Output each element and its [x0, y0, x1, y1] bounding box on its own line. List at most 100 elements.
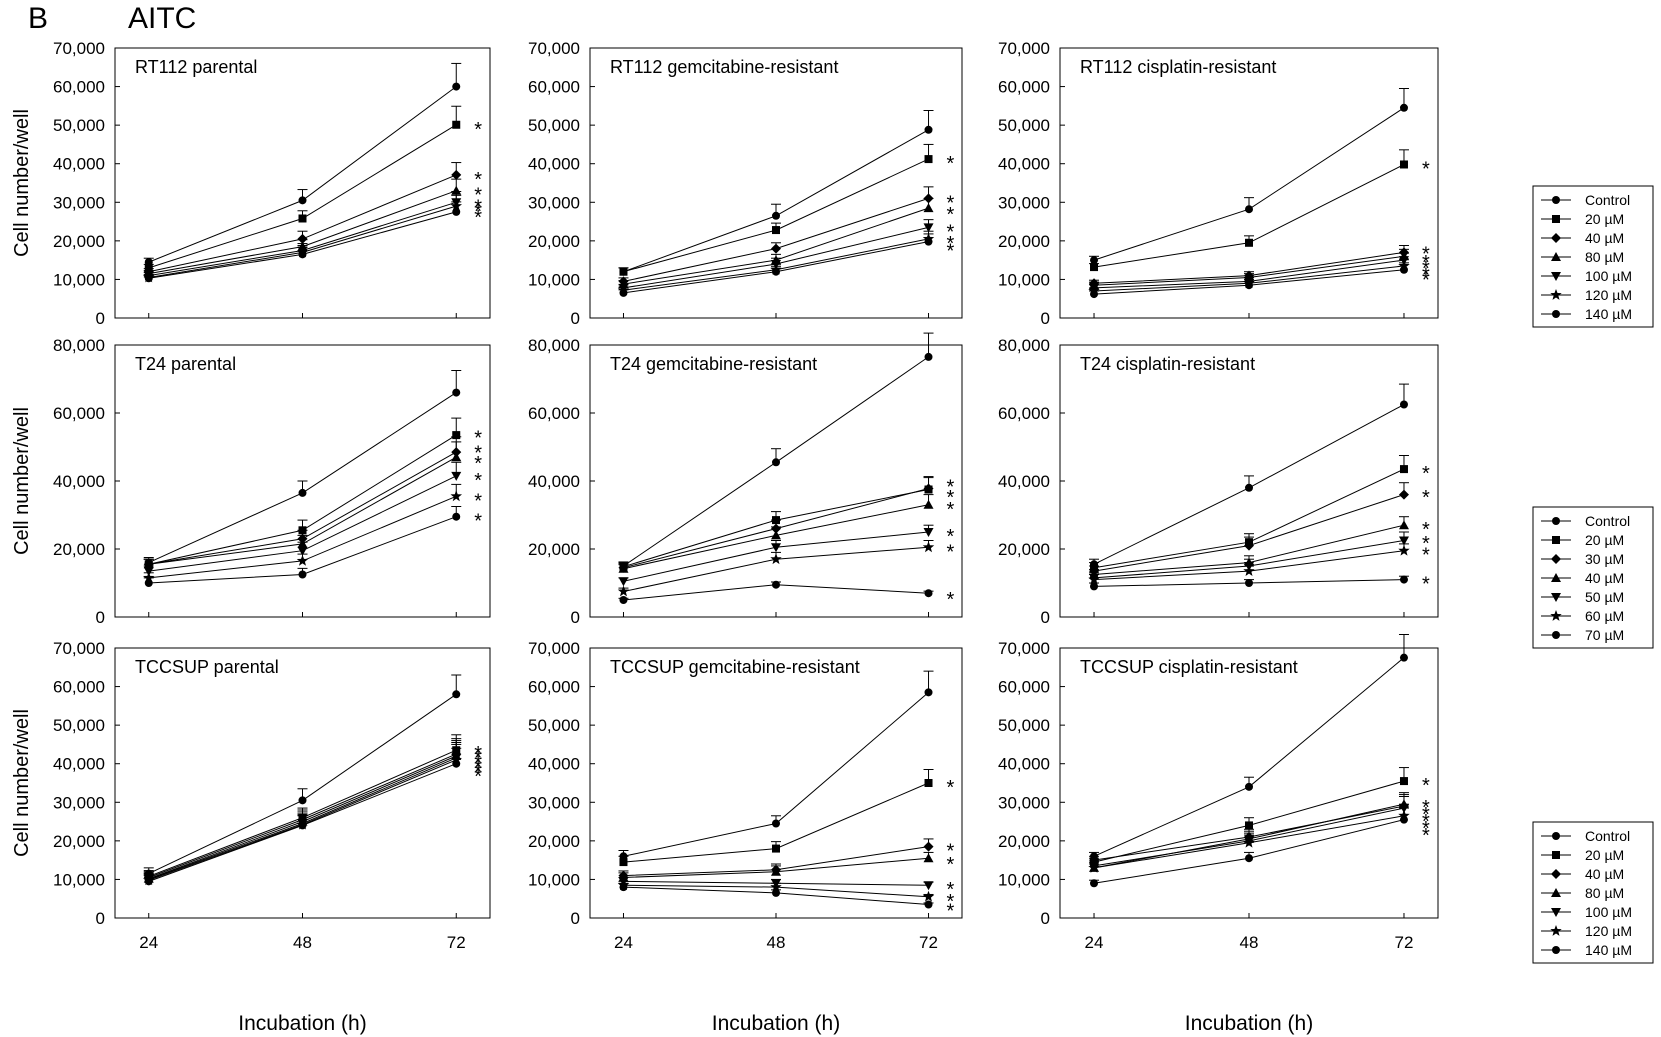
significance-mark: *: [947, 153, 955, 175]
significance-mark: *: [1422, 797, 1430, 819]
y-tick-label: 60,000: [528, 78, 580, 97]
data-point: [1088, 573, 1100, 585]
legend-marker: [1552, 536, 1560, 544]
legend-marker: [1551, 593, 1561, 602]
legend-entry: 70 µM: [1541, 627, 1624, 643]
significance-mark: *: [474, 196, 482, 218]
y-tick-label: 70,000: [528, 39, 580, 58]
data-point: [451, 452, 462, 462]
y-tick-label: 50,000: [53, 716, 105, 735]
series-2: [143, 738, 462, 883]
legend-label: 140 µM: [1585, 942, 1632, 958]
data-point: [452, 207, 461, 216]
y-tick-label: 0: [96, 909, 105, 928]
y-tick-label: 20,000: [528, 540, 580, 559]
data-point: [619, 288, 628, 297]
legend-entry: 100 µM: [1541, 268, 1632, 284]
y-tick-label: 80,000: [528, 336, 580, 355]
legend-entry: 140 µM: [1541, 942, 1632, 958]
legend-entry: 50 µM: [1541, 589, 1624, 605]
x-tick-label: 72: [919, 933, 938, 952]
x-tick-label: 24: [614, 933, 633, 952]
series-1: [1089, 455, 1409, 572]
legend-entry: 120 µM: [1541, 923, 1632, 939]
plot-frame: [114, 47, 491, 319]
data-point: [771, 866, 781, 876]
significance-mark: *: [947, 241, 955, 263]
legend-entry: 140 µM: [1541, 306, 1632, 322]
data-point: [1244, 540, 1254, 551]
y-tick-label: 40,000: [53, 472, 105, 491]
y-tick-label: 20,000: [998, 232, 1050, 251]
legend-entry: Control: [1541, 828, 1630, 844]
series-6: [1089, 262, 1409, 299]
data-point: [1399, 400, 1408, 409]
significance-mark: *: [474, 752, 482, 774]
legend-marker: [1552, 851, 1560, 859]
significance-mark: *: [474, 119, 482, 141]
data-point: [772, 844, 780, 853]
data-point: [1245, 205, 1253, 214]
series-3: [618, 851, 934, 882]
legend-label: 120 µM: [1585, 923, 1632, 939]
significance-mark: *: [1422, 243, 1430, 265]
legend-1: Control 20 µM 30 µM 40 µM 50 µM 60 µM 70 µM: [1532, 506, 1654, 649]
series-1: [143, 734, 462, 881]
data-point: [1398, 489, 1409, 500]
data-point: [451, 471, 462, 481]
significance-mark: *: [474, 453, 482, 475]
data-point: [770, 553, 782, 565]
y-axis-label: Cell number/well: [11, 407, 33, 555]
data-point: [924, 125, 933, 134]
y-tick-label: 60,000: [998, 678, 1050, 697]
significance-mark: *: [947, 499, 955, 521]
data-point: [298, 196, 307, 205]
data-point: [450, 490, 462, 502]
significance-mark: *: [1422, 533, 1430, 555]
data-point: [923, 499, 934, 509]
significance-mark: *: [1422, 545, 1430, 567]
data-point: [772, 211, 780, 220]
significance-mark: *: [947, 854, 955, 876]
data-point: [1399, 777, 1408, 786]
data-point: [298, 796, 307, 805]
y-tick-label: 60,000: [528, 404, 580, 423]
legend-entry: 40 µM: [1541, 570, 1624, 586]
chart-7: 0 10,000 20,000 30,000 40,000 50,000 60,000 70,…: [528, 639, 963, 1035]
data-point: [922, 541, 935, 553]
significance-mark: *: [947, 487, 955, 509]
significance-mark: *: [947, 900, 955, 922]
data-point: [619, 858, 628, 867]
series-6: [143, 201, 462, 283]
legend-marker: [1550, 610, 1562, 621]
legend-entry: 100 µM: [1541, 904, 1632, 920]
data-point: [923, 841, 934, 852]
y-tick-label: 10,000: [53, 270, 105, 289]
data-point: [619, 596, 628, 604]
chart-0: 0 10,000 20,000 30,000 40,000 50,000 60,000 70,…: [11, 39, 491, 328]
y-tick-label: 60,000: [528, 678, 580, 697]
chart-title: T24 gemcitabine-resistant: [610, 354, 817, 374]
legend-marker: [1551, 869, 1561, 879]
y-tick-label: 50,000: [53, 116, 105, 135]
series-4: [143, 461, 462, 577]
legend-label: Control: [1585, 828, 1630, 844]
significance-mark: *: [947, 526, 955, 548]
legend-entry: 20 µM: [1541, 532, 1624, 548]
significance-mark: *: [474, 748, 482, 770]
significance-mark: *: [947, 589, 955, 611]
series-line: [148, 693, 457, 875]
y-tick-label: 50,000: [998, 716, 1050, 735]
y-tick-label: 60,000: [53, 78, 105, 97]
data-point: [298, 214, 307, 223]
significance-mark: *: [947, 841, 955, 863]
data-point: [772, 267, 780, 276]
chart-6: 0 10,000 20,000 30,000 40,000 50,000 60,000 70,…: [11, 639, 491, 1035]
legend-marker: [1550, 289, 1562, 300]
data-point: [617, 585, 630, 597]
data-point: [1245, 238, 1253, 247]
data-point: [619, 267, 628, 276]
chart-title: TCCSUP gemcitabine-resistant: [610, 657, 860, 677]
data-point: [1090, 263, 1099, 272]
data-point: [923, 223, 934, 233]
